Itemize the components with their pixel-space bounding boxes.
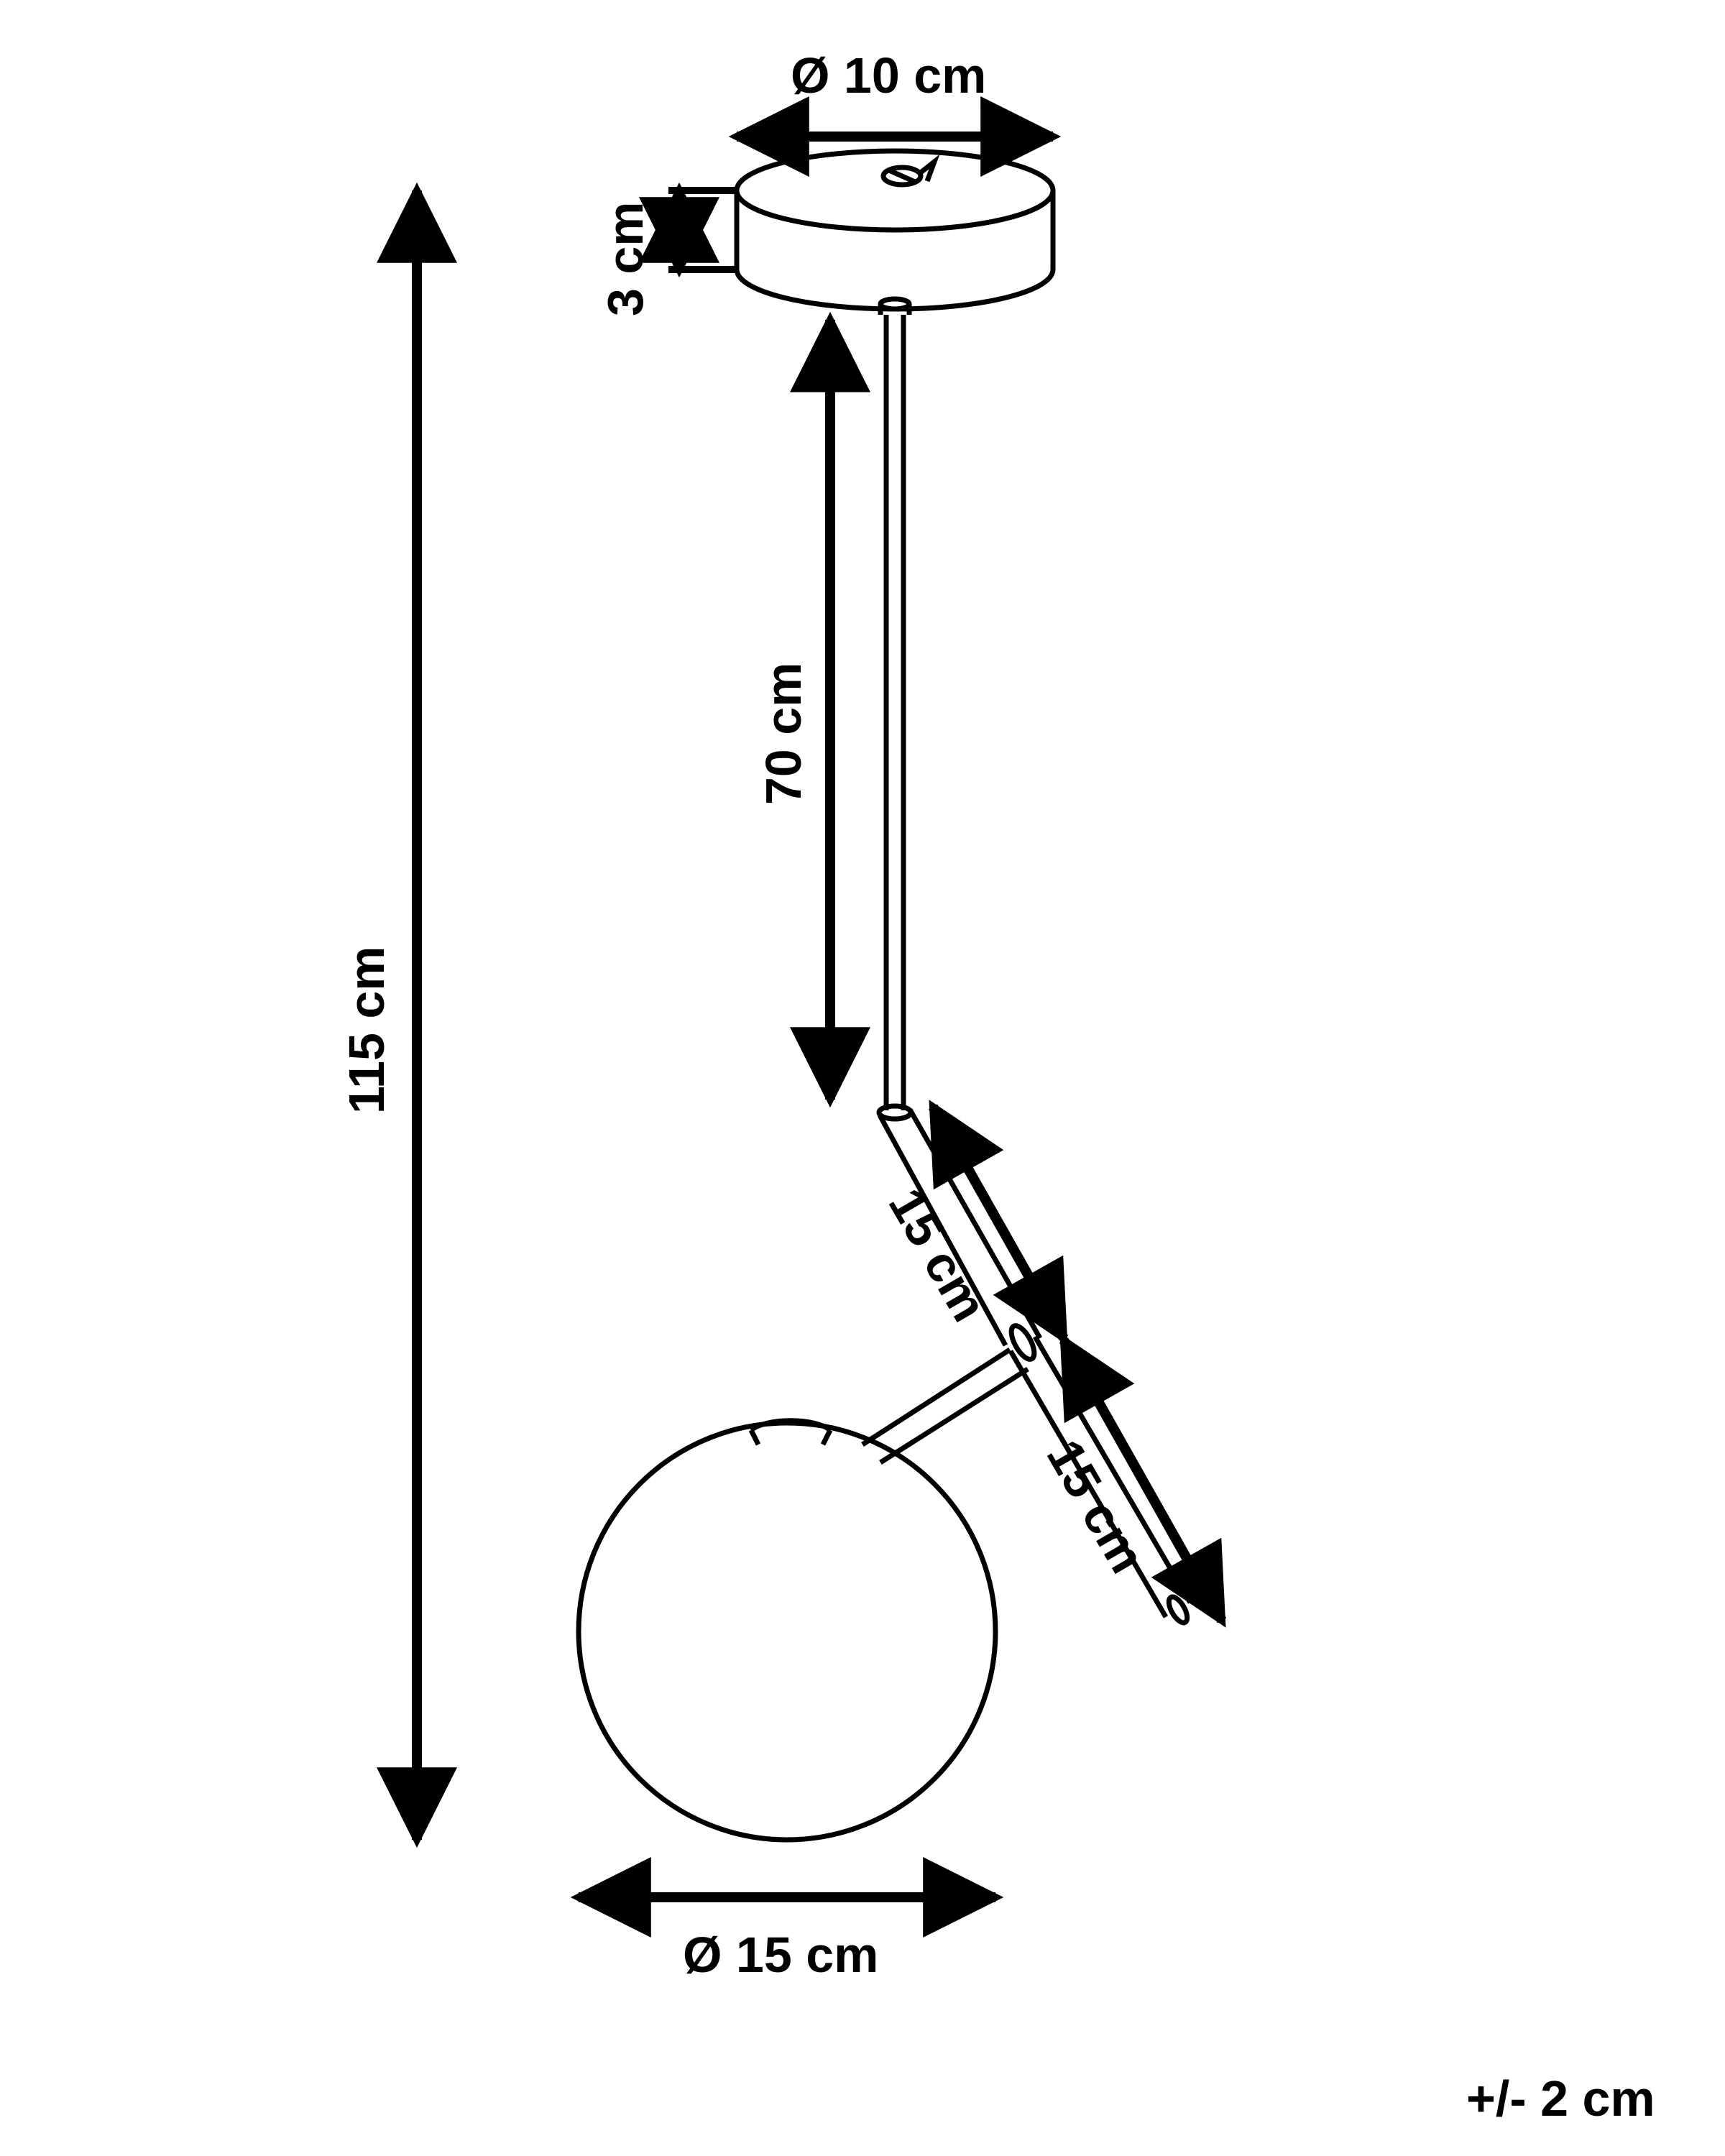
dimension-lines [417,137,1222,1897]
globe-neck-r [823,1430,830,1445]
canopy-screw-slot [889,170,915,182]
product-outline [579,151,1191,1840]
diagram-svg [0,0,1725,2156]
label-canopy-height: 3 cm [597,201,654,316]
globe-neck-l [751,1430,758,1445]
canopy-bottom-arc [737,270,1053,309]
label-total-height: 115 cm [338,946,395,1114]
label-rod-length: 70 cm [755,663,812,805]
rod-collar-top [880,299,909,309]
canopy-top-ellipse [737,151,1053,230]
globe-sphere [579,1423,995,1840]
label-canopy-diameter: Ø 10 cm [791,47,986,104]
label-tolerance: +/- 2 cm [1466,2070,1655,2127]
joint1-top [879,1106,911,1119]
diagram-stage: Ø 10 cm 3 cm 115 cm 70 cm 15 cm 15 cm Ø … [0,0,1725,2156]
label-globe-diameter: Ø 15 cm [683,1926,878,1984]
